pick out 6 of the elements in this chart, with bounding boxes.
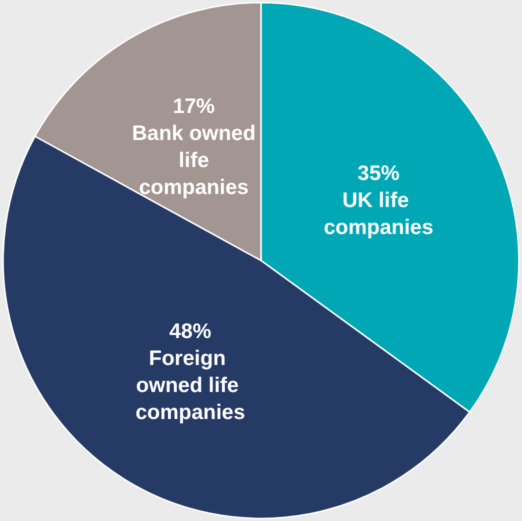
data-label: 48% — [169, 320, 212, 343]
slice-label: Bank owned life companies — [132, 122, 256, 199]
data-label: 17% — [172, 94, 216, 118]
slice-label: Foreign owned life companies — [135, 346, 246, 424]
data-label: 35% — [358, 162, 400, 186]
slice-label: UK life companies — [324, 189, 434, 240]
